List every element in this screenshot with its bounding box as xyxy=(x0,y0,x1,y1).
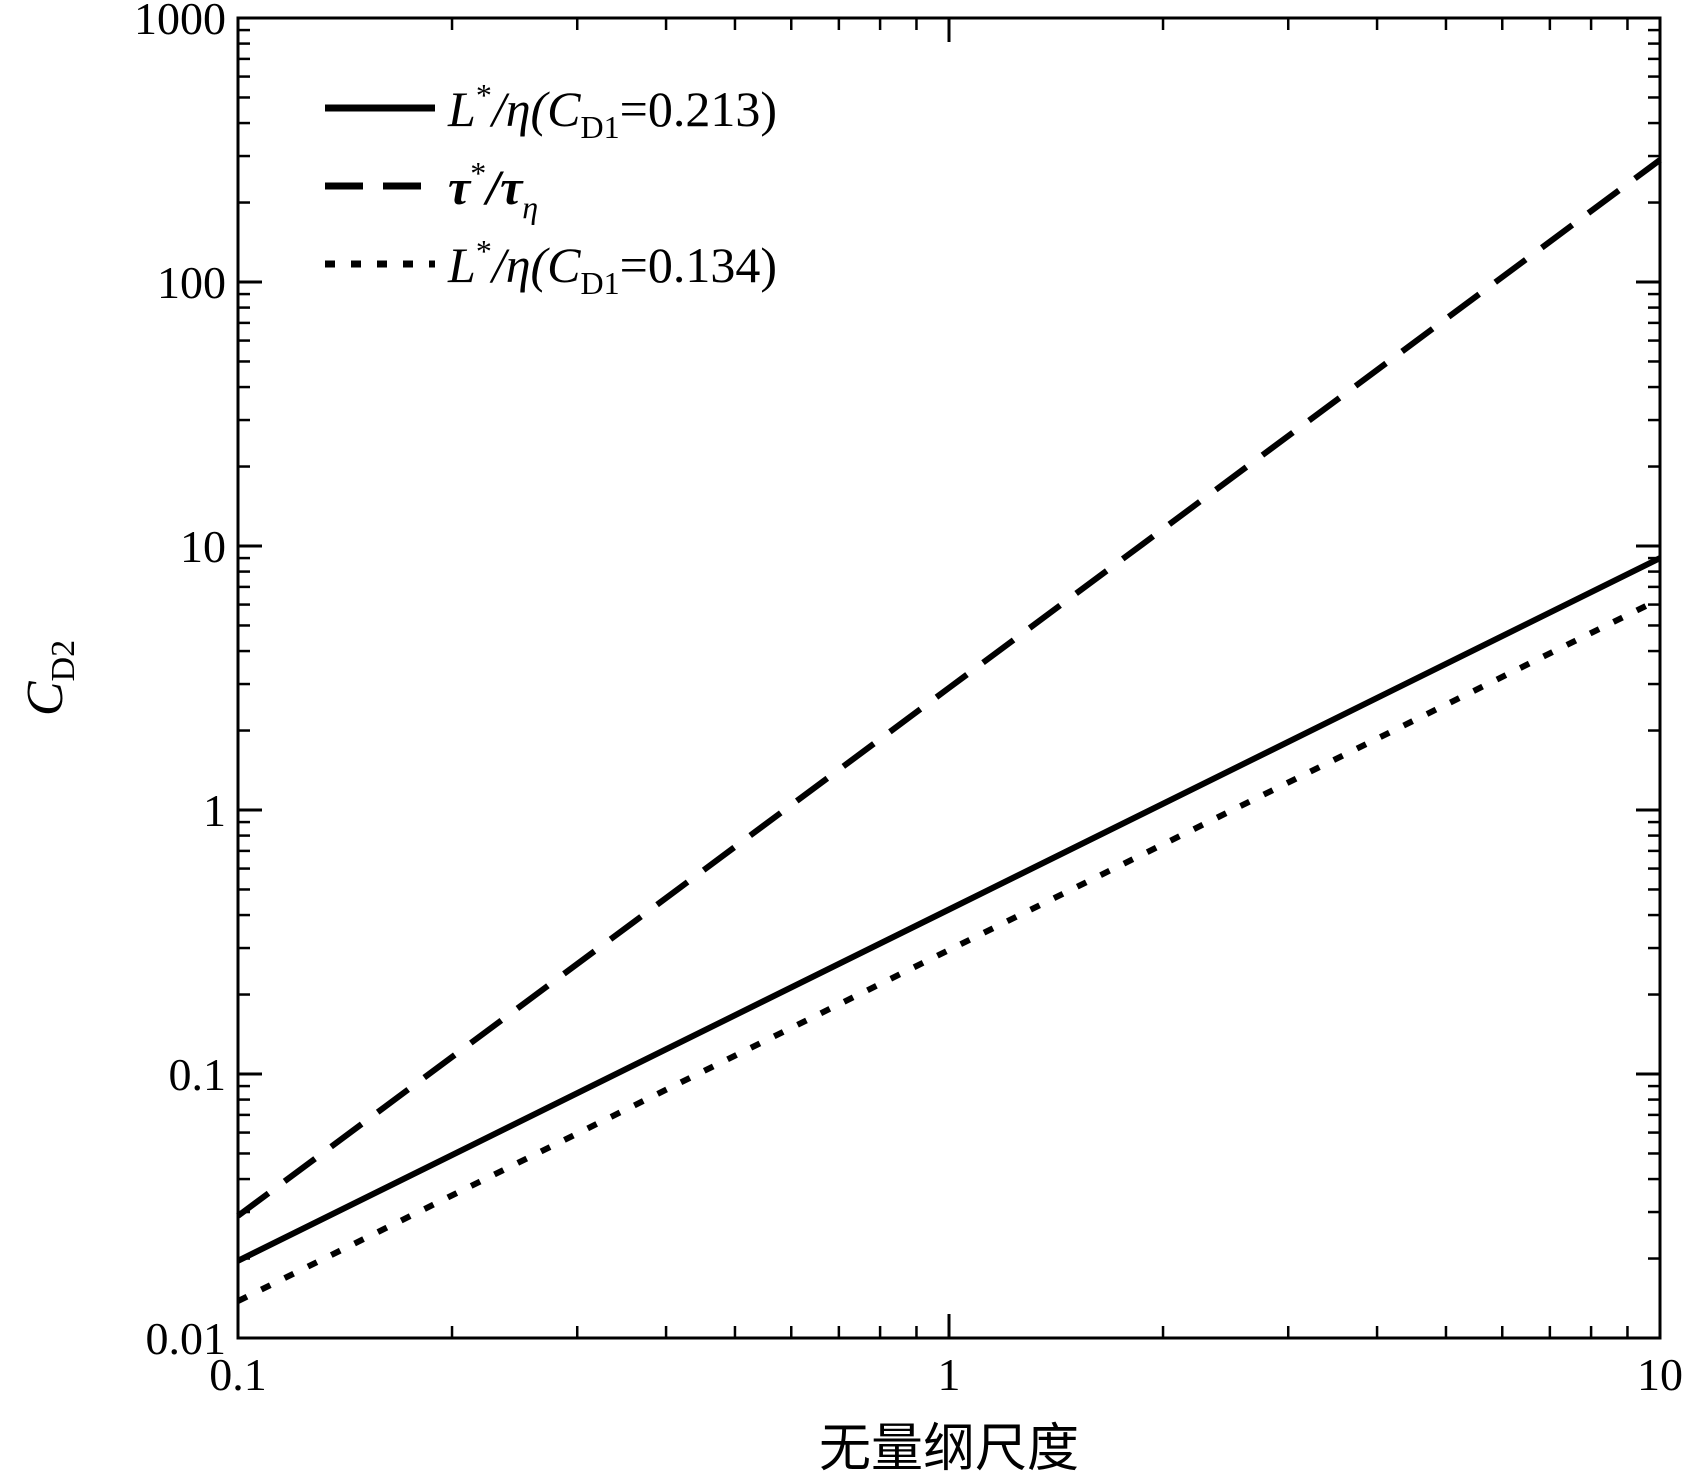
legend-2-sup: * xyxy=(476,233,492,269)
x-tick-label: 10 xyxy=(1637,1349,1683,1400)
legend-0-sup: * xyxy=(476,77,492,113)
series-line-dotted xyxy=(236,596,1662,1304)
major-ticks xyxy=(236,16,1662,1340)
series-line-solid xyxy=(236,555,1662,1264)
legend-1-sup: * xyxy=(470,155,486,191)
legend-2-p3: C xyxy=(547,237,581,293)
legend-2-p2: /η( xyxy=(489,237,551,293)
y-tick-label: 0.1 xyxy=(169,1049,227,1100)
legend-0-p4: =0.213) xyxy=(620,81,777,137)
x-tick-label: 1 xyxy=(938,1349,961,1400)
x-axis-title: 无量纲尺度 xyxy=(819,1419,1079,1479)
y-axis-title-main: C xyxy=(17,680,74,716)
legend-2-p1: L xyxy=(447,237,476,293)
legend-0-p2: /η( xyxy=(489,81,551,137)
y-tick-label: 100 xyxy=(157,257,226,308)
series-line-dashed xyxy=(236,157,1662,1219)
y-tick-label: 1 xyxy=(203,785,226,836)
y-axis-title: CD2 xyxy=(17,640,82,716)
legend-label-l-eta-0213: L*/η(CD1=0.213) xyxy=(447,77,777,145)
legend-0-sub: D1 xyxy=(581,109,620,145)
legend-label-l-eta-0134: L*/η(CD1=0.134) xyxy=(447,233,777,301)
y-tick-label: 1000 xyxy=(134,0,226,44)
legend-1-sub: η xyxy=(522,189,538,225)
series-layer xyxy=(236,157,1662,1304)
legend-0-p1: L xyxy=(447,81,476,137)
minor-ticks xyxy=(238,18,1660,1338)
legend-1-p2: /τ xyxy=(482,159,524,215)
x-tick-label: 0.1 xyxy=(209,1349,267,1400)
legend-2-p4: =0.134) xyxy=(620,237,777,293)
legend-0-p3: C xyxy=(547,81,581,137)
legend-1-p1: τ xyxy=(448,159,472,215)
legend-2-sub: D1 xyxy=(581,265,620,301)
legend-label-tau: τ*/τη xyxy=(448,155,538,225)
legend: L*/η(CD1=0.213) τ*/τη L*/η(CD1=0.134) xyxy=(325,77,777,301)
plot-frame xyxy=(236,16,1662,1340)
y-axis-title-sub: D2 xyxy=(45,640,82,682)
y-tick-label: 0.01 xyxy=(146,1313,227,1364)
y-tick-label: 10 xyxy=(180,521,226,572)
